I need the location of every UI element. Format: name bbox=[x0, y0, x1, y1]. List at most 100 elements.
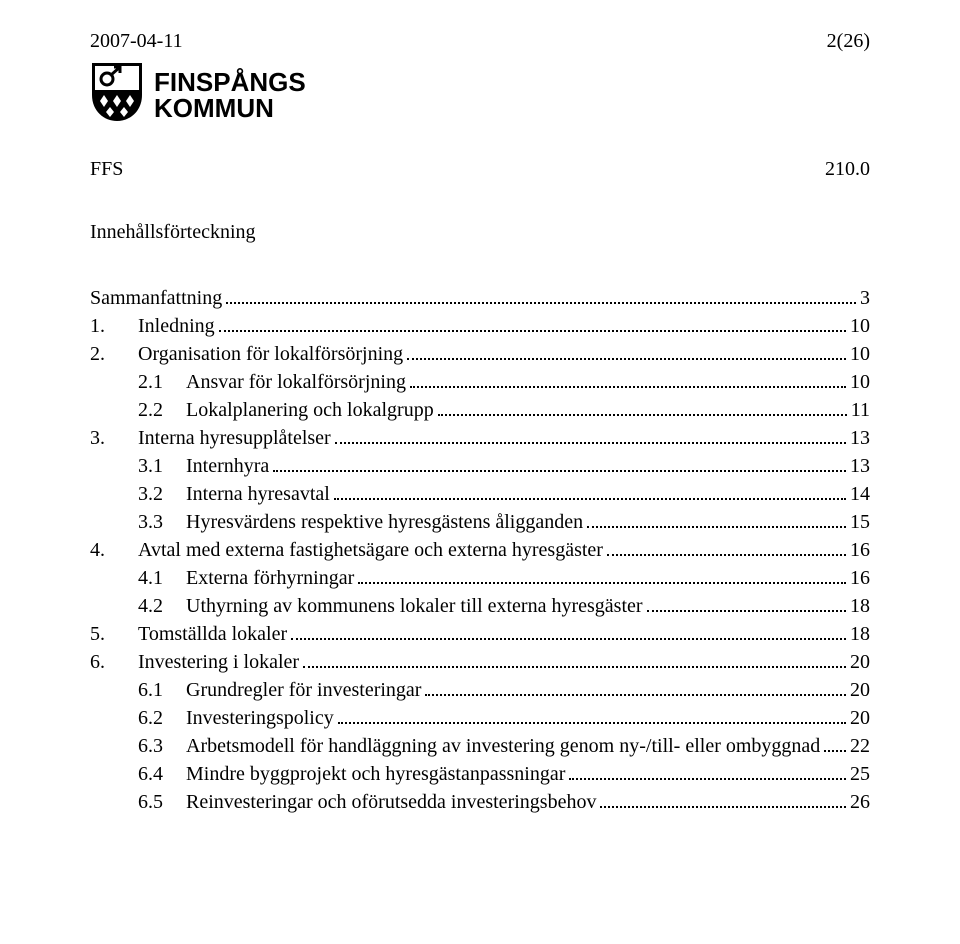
toc-entry-number: 6.2 bbox=[138, 704, 186, 732]
toc-leader-dots bbox=[303, 650, 846, 668]
toc-leader-dots bbox=[273, 454, 846, 472]
toc-entry-label: Lokalplanering och lokalgrupp bbox=[186, 396, 434, 424]
toc-leader-dots bbox=[587, 510, 846, 528]
toc-entry-label: Hyresvärdens respektive hyresgästens åli… bbox=[186, 508, 583, 536]
toc-entry: 6.3Arbetsmodell för handläggning av inve… bbox=[90, 732, 870, 760]
toc-entry-number: 2. bbox=[90, 340, 138, 368]
toc-entry-label: Avtal med externa fastighetsägare och ex… bbox=[138, 536, 603, 564]
toc-entry-number: 3. bbox=[90, 424, 138, 452]
toc-leader-dots bbox=[219, 314, 846, 332]
toc-entry-number: 6.4 bbox=[138, 760, 186, 788]
ffs-code: 210.0 bbox=[825, 158, 870, 181]
toc-entry-number: 1. bbox=[90, 312, 138, 340]
toc-entry-page: 20 bbox=[850, 704, 870, 732]
logo-block: FINSPÅNGS KOMMUN bbox=[90, 61, 870, 128]
toc-entry-page: 18 bbox=[850, 592, 870, 620]
toc-entry-page: 20 bbox=[850, 648, 870, 676]
toc-entry-number: 6.1 bbox=[138, 676, 186, 704]
toc-entry-label: Ansvar för lokalförsörjning bbox=[186, 368, 406, 396]
toc-leader-dots bbox=[647, 594, 846, 612]
toc-entry-page: 10 bbox=[850, 312, 870, 340]
toc-entry-label: Internhyra bbox=[186, 452, 269, 480]
toc-entry-page: 3 bbox=[860, 284, 870, 312]
document-page: 2007-04-11 2(26) FINSPÅNGS bbox=[0, 0, 960, 846]
toc-entry: 5.Tomställda lokaler 18 bbox=[90, 620, 870, 648]
toc-entry: 3.2Interna hyresavtal14 bbox=[90, 480, 870, 508]
toc-leader-dots bbox=[291, 622, 846, 640]
toc-entry-page: 11 bbox=[851, 396, 870, 424]
toc-entry-page: 22 bbox=[850, 732, 870, 760]
toc-leader-dots bbox=[569, 762, 846, 780]
toc-entry-label: Investeringspolicy bbox=[186, 704, 334, 732]
toc-entry-label: Reinvesteringar och oförutsedda invester… bbox=[186, 788, 596, 816]
toc-leader-dots bbox=[338, 706, 846, 724]
toc-entry-page: 16 bbox=[850, 536, 870, 564]
toc-entry: 4.1Externa förhyrningar16 bbox=[90, 564, 870, 592]
toc-entry: 6.4Mindre byggprojekt och hyresgästanpas… bbox=[90, 760, 870, 788]
toc-list: Sammanfattning31.Inledning102.Organisati… bbox=[90, 284, 870, 816]
toc-entry-label: Externa förhyrningar bbox=[186, 564, 354, 592]
toc-entry: 2.2Lokalplanering och lokalgrupp 11 bbox=[90, 396, 870, 424]
toc-leader-dots bbox=[410, 370, 846, 388]
toc-entry-page: 25 bbox=[850, 760, 870, 788]
toc-entry: 3.1Internhyra 13 bbox=[90, 452, 870, 480]
toc-entry-label: Mindre byggprojekt och hyresgästanpassni… bbox=[186, 760, 565, 788]
toc-entry-page: 26 bbox=[850, 788, 870, 816]
toc-entry-label: Tomställda lokaler bbox=[138, 620, 287, 648]
toc-entry: 1.Inledning 10 bbox=[90, 312, 870, 340]
toc-leader-dots bbox=[226, 286, 856, 304]
toc-leader-dots bbox=[358, 566, 846, 584]
toc-entry-page: 16 bbox=[850, 564, 870, 592]
toc-leader-dots bbox=[407, 342, 846, 360]
toc-entry-label: Interna hyresupplåtelser bbox=[138, 424, 331, 452]
toc-entry-number: 4. bbox=[90, 536, 138, 564]
toc-entry-page: 10 bbox=[850, 368, 870, 396]
toc-entry: Sammanfattning 3 bbox=[90, 284, 870, 312]
toc-entry-number: 6.3 bbox=[138, 732, 186, 760]
toc-entry-page: 20 bbox=[850, 676, 870, 704]
toc-entry-label: Investering i lokaler bbox=[138, 648, 299, 676]
header-page-indicator: 2(26) bbox=[827, 30, 870, 53]
toc-entry: 2.1Ansvar för lokalförsörjning10 bbox=[90, 368, 870, 396]
toc-title: Innehållsförteckning bbox=[90, 221, 870, 244]
toc-entry: 4.Avtal med externa fastighetsägare och … bbox=[90, 536, 870, 564]
toc-entry-number: 4.2 bbox=[138, 592, 186, 620]
header-row: 2007-04-11 2(26) bbox=[90, 30, 870, 53]
toc-entry-number: 6. bbox=[90, 648, 138, 676]
toc-entry-page: 18 bbox=[850, 620, 870, 648]
logo-text: FINSPÅNGS KOMMUN bbox=[154, 69, 306, 121]
toc-entry-page: 10 bbox=[850, 340, 870, 368]
toc-entry-label: Grundregler för investeringar bbox=[186, 676, 421, 704]
toc-entry: 2.Organisation för lokalförsörjning 10 bbox=[90, 340, 870, 368]
ffs-row: FFS 210.0 bbox=[90, 158, 870, 181]
toc-entry-number: 6.5 bbox=[138, 788, 186, 816]
toc-entry: 3.3Hyresvärdens respektive hyresgästens … bbox=[90, 508, 870, 536]
toc-entry-number: 2.2 bbox=[138, 396, 186, 424]
ffs-label: FFS bbox=[90, 158, 123, 181]
toc-leader-dots bbox=[607, 538, 846, 556]
municipality-crest-icon bbox=[90, 61, 144, 128]
toc-entry-label: Organisation för lokalförsörjning bbox=[138, 340, 403, 368]
toc-leader-dots bbox=[335, 426, 846, 444]
toc-entry-page: 14 bbox=[850, 480, 870, 508]
toc-entry: 3.Interna hyresupplåtelser 13 bbox=[90, 424, 870, 452]
toc-leader-dots bbox=[438, 398, 847, 416]
toc-entry-label: Uthyrning av kommunens lokaler till exte… bbox=[186, 592, 643, 620]
logo-line2: KOMMUN bbox=[154, 95, 306, 121]
toc-leader-dots bbox=[824, 734, 846, 752]
toc-entry-number: 3.2 bbox=[138, 480, 186, 508]
toc-entry: 6.2Investeringspolicy 20 bbox=[90, 704, 870, 732]
toc-entry-label: Inledning bbox=[138, 312, 215, 340]
toc-entry-number: 5. bbox=[90, 620, 138, 648]
toc-leader-dots bbox=[334, 482, 846, 500]
toc-entry-page: 13 bbox=[850, 424, 870, 452]
toc-entry-page: 15 bbox=[850, 508, 870, 536]
toc-entry-page: 13 bbox=[850, 452, 870, 480]
header-date: 2007-04-11 bbox=[90, 30, 183, 53]
logo-line1: FINSPÅNGS bbox=[154, 69, 306, 95]
toc-entry: 6.1Grundregler för investeringar 20 bbox=[90, 676, 870, 704]
toc-entry-number: 3.1 bbox=[138, 452, 186, 480]
toc-entry: 6.5Reinvesteringar och oförutsedda inves… bbox=[90, 788, 870, 816]
toc-entry-label: Sammanfattning bbox=[90, 284, 222, 312]
toc-entry: 4.2Uthyrning av kommunens lokaler till e… bbox=[90, 592, 870, 620]
